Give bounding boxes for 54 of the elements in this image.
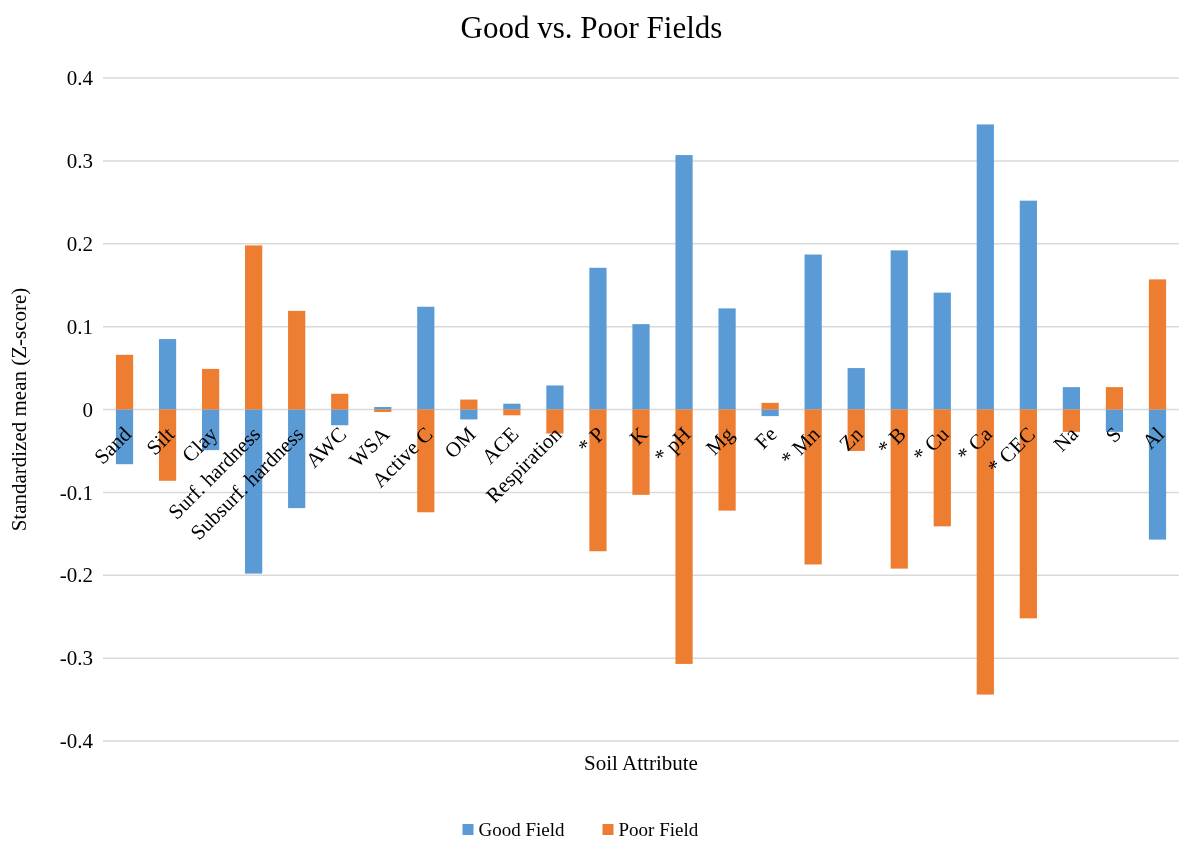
bar	[890, 409, 908, 569]
bar	[890, 250, 908, 410]
bar	[503, 403, 521, 410]
x-tick-label: Mg	[701, 421, 739, 460]
bar	[158, 339, 177, 410]
x-tick-label: * P	[573, 422, 610, 459]
y-axis-title: Standardized mean (Z-score)	[7, 287, 31, 532]
bar	[331, 393, 349, 410]
bar	[417, 306, 435, 410]
legend-label: Good Field	[478, 819, 566, 840]
bar	[1105, 387, 1124, 410]
bar	[288, 310, 306, 410]
bar	[589, 267, 607, 410]
bar	[589, 409, 607, 552]
bar	[933, 292, 951, 410]
bar	[675, 155, 693, 410]
legend-label: Poor Field	[618, 819, 699, 840]
bar	[1148, 279, 1167, 410]
y-tick-label: -0.4	[59, 729, 94, 754]
x-tick-label: * Cu	[908, 421, 955, 468]
bar	[1019, 200, 1037, 410]
bar	[718, 308, 736, 410]
x-tick-label: S	[1100, 422, 1126, 448]
y-tick-label: 0.1	[66, 314, 93, 339]
y-tick-label: 0	[82, 397, 93, 422]
x-tick-label: Fe	[749, 422, 782, 454]
bar	[546, 385, 564, 410]
bar	[761, 402, 779, 410]
bar	[1062, 409, 1081, 432]
y-tick-label: 0.3	[66, 149, 93, 174]
x-tick-label: OM	[439, 421, 481, 463]
bar	[976, 124, 994, 410]
y-tick-label: -0.3	[59, 646, 93, 671]
bar	[331, 409, 349, 426]
y-tick-label: -0.1	[59, 480, 93, 505]
bar	[460, 399, 478, 410]
x-tick-label: * B	[872, 422, 911, 461]
x-tick-label: Zn	[834, 421, 869, 456]
x-tick-label: Na	[1048, 421, 1084, 457]
x-tick-label: Silt	[141, 421, 180, 460]
bar	[245, 245, 263, 410]
bar	[632, 324, 650, 410]
chart-title: Good vs. Poor Fields	[460, 10, 723, 45]
x-tick-label: Al	[1137, 421, 1170, 454]
bar	[1062, 387, 1081, 410]
bar	[417, 409, 435, 513]
y-tick-label: -0.2	[59, 563, 93, 588]
bar	[847, 368, 865, 410]
y-tick-label: 0.4	[66, 66, 94, 91]
bar	[115, 354, 134, 410]
bar	[804, 254, 822, 410]
y-tick-label: 0.2	[66, 231, 93, 256]
bar	[201, 368, 220, 410]
x-axis-title: Soil Attribute	[584, 751, 698, 775]
